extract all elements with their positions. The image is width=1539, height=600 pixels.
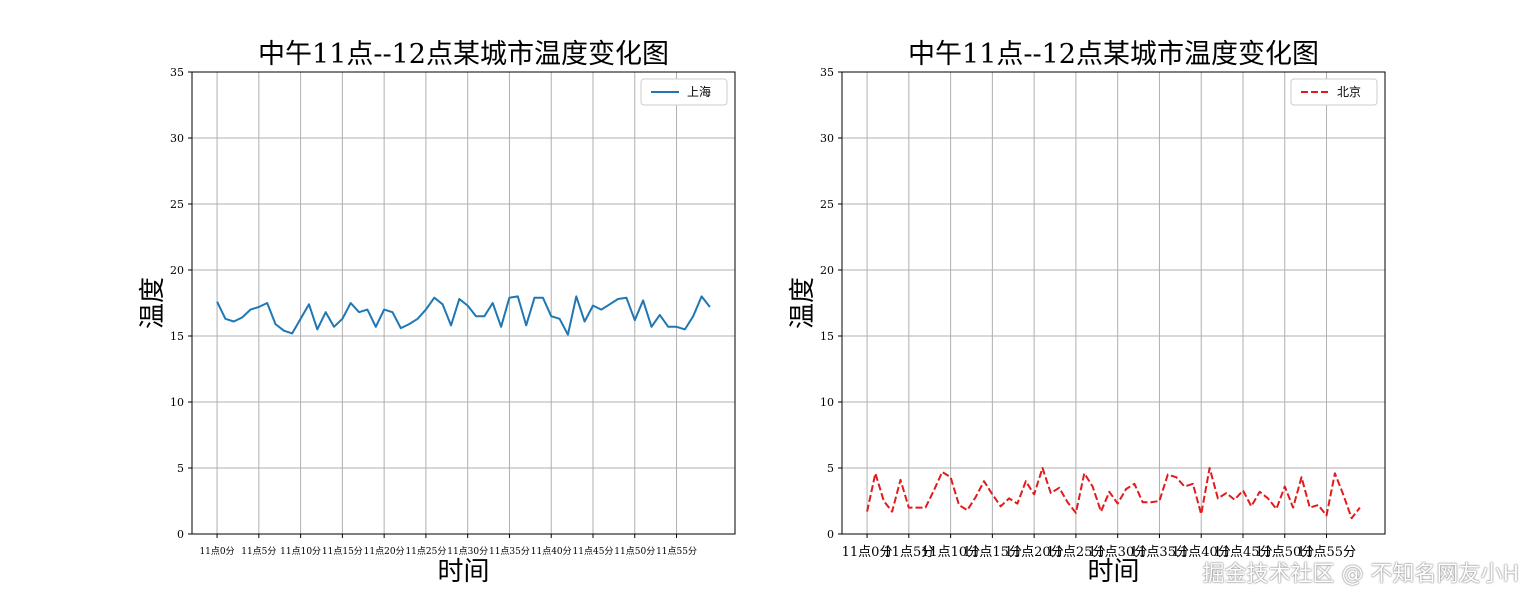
y-tick-label: 25 [820, 198, 834, 211]
x-tick-label: 11点40分 [531, 546, 572, 557]
y-axis-label: 温度 [138, 277, 168, 329]
watermark-text: 掘金技术社区 @ 不知名网友小H [1202, 562, 1519, 587]
y-axis-label: 温度 [788, 277, 818, 329]
x-tick-label: 11点55分 [1297, 545, 1356, 560]
legend-entry-label: 上海 [687, 84, 711, 99]
x-tick-label: 11点45分 [573, 546, 614, 557]
x-tick-label: 11点15分 [963, 545, 1022, 560]
x-tick-label: 11点20分 [1005, 545, 1064, 560]
y-tick-label: 10 [170, 396, 184, 409]
x-tick-label: 11点50分 [1255, 545, 1314, 560]
y-tick-label: 30 [820, 132, 834, 145]
x-tick-label: 11点35分 [1130, 545, 1189, 560]
chart-title: 中午11点--12点某城市温度变化图 [908, 39, 1319, 70]
x-tick-label: 11点20分 [364, 546, 405, 557]
x-tick-label: 11点0分 [842, 545, 893, 560]
y-tick-label: 20 [170, 264, 184, 277]
x-axis-label: 时间 [1087, 557, 1139, 587]
y-tick-label: 5 [177, 462, 184, 475]
legend-entry-label: 北京 [1337, 85, 1361, 99]
x-tick-label: 11点50分 [614, 546, 655, 557]
series-line-上海 [216, 295, 711, 336]
x-tick-label: 11点5分 [241, 546, 276, 557]
y-tick-label: 0 [827, 528, 834, 541]
y-tick-label: 30 [170, 132, 184, 145]
series-line-北京 [866, 467, 1361, 520]
x-tick-label: 11点40分 [1172, 545, 1231, 560]
x-tick-label: 11点45分 [1213, 545, 1272, 560]
y-tick-label: 0 [177, 528, 184, 541]
x-tick-label: 11点10分 [280, 546, 321, 557]
x-tick-label: 11点10分 [921, 545, 980, 560]
x-tick-label: 11点0分 [199, 546, 234, 557]
legend: 上海 [640, 78, 728, 106]
y-tick-label: 15 [820, 330, 834, 343]
plot-frame [841, 71, 1386, 535]
x-tick-label: 11点30分 [1088, 545, 1147, 560]
y-tick-label: 25 [170, 198, 184, 211]
y-tick-label: 5 [827, 462, 834, 475]
y-tick-label: 10 [820, 396, 834, 409]
legend-box [1290, 78, 1378, 106]
x-tick-label: 11点35分 [489, 546, 530, 557]
x-tick-label: 11点30分 [447, 546, 488, 557]
chart-title: 中午11点--12点某城市温度变化图 [258, 39, 669, 70]
x-tick-label: 11点25分 [405, 546, 446, 557]
x-tick-label: 11点55分 [656, 546, 697, 557]
chart-panel-right: 0510152025303511点0分11点5分11点10分11点15分11点2… [788, 39, 1386, 587]
y-tick-label: 20 [820, 264, 834, 277]
x-tick-label: 11点5分 [883, 545, 934, 560]
x-tick-label: 11点15分 [322, 546, 363, 557]
x-axis-label: 时间 [437, 557, 489, 587]
y-tick-label: 15 [170, 330, 184, 343]
plot-frame [191, 71, 736, 535]
legend-box [640, 78, 728, 106]
y-tick-label: 35 [820, 66, 834, 79]
legend: 北京 [1290, 78, 1378, 106]
x-tick-label: 11点25分 [1046, 545, 1105, 560]
y-tick-label: 35 [170, 66, 184, 79]
